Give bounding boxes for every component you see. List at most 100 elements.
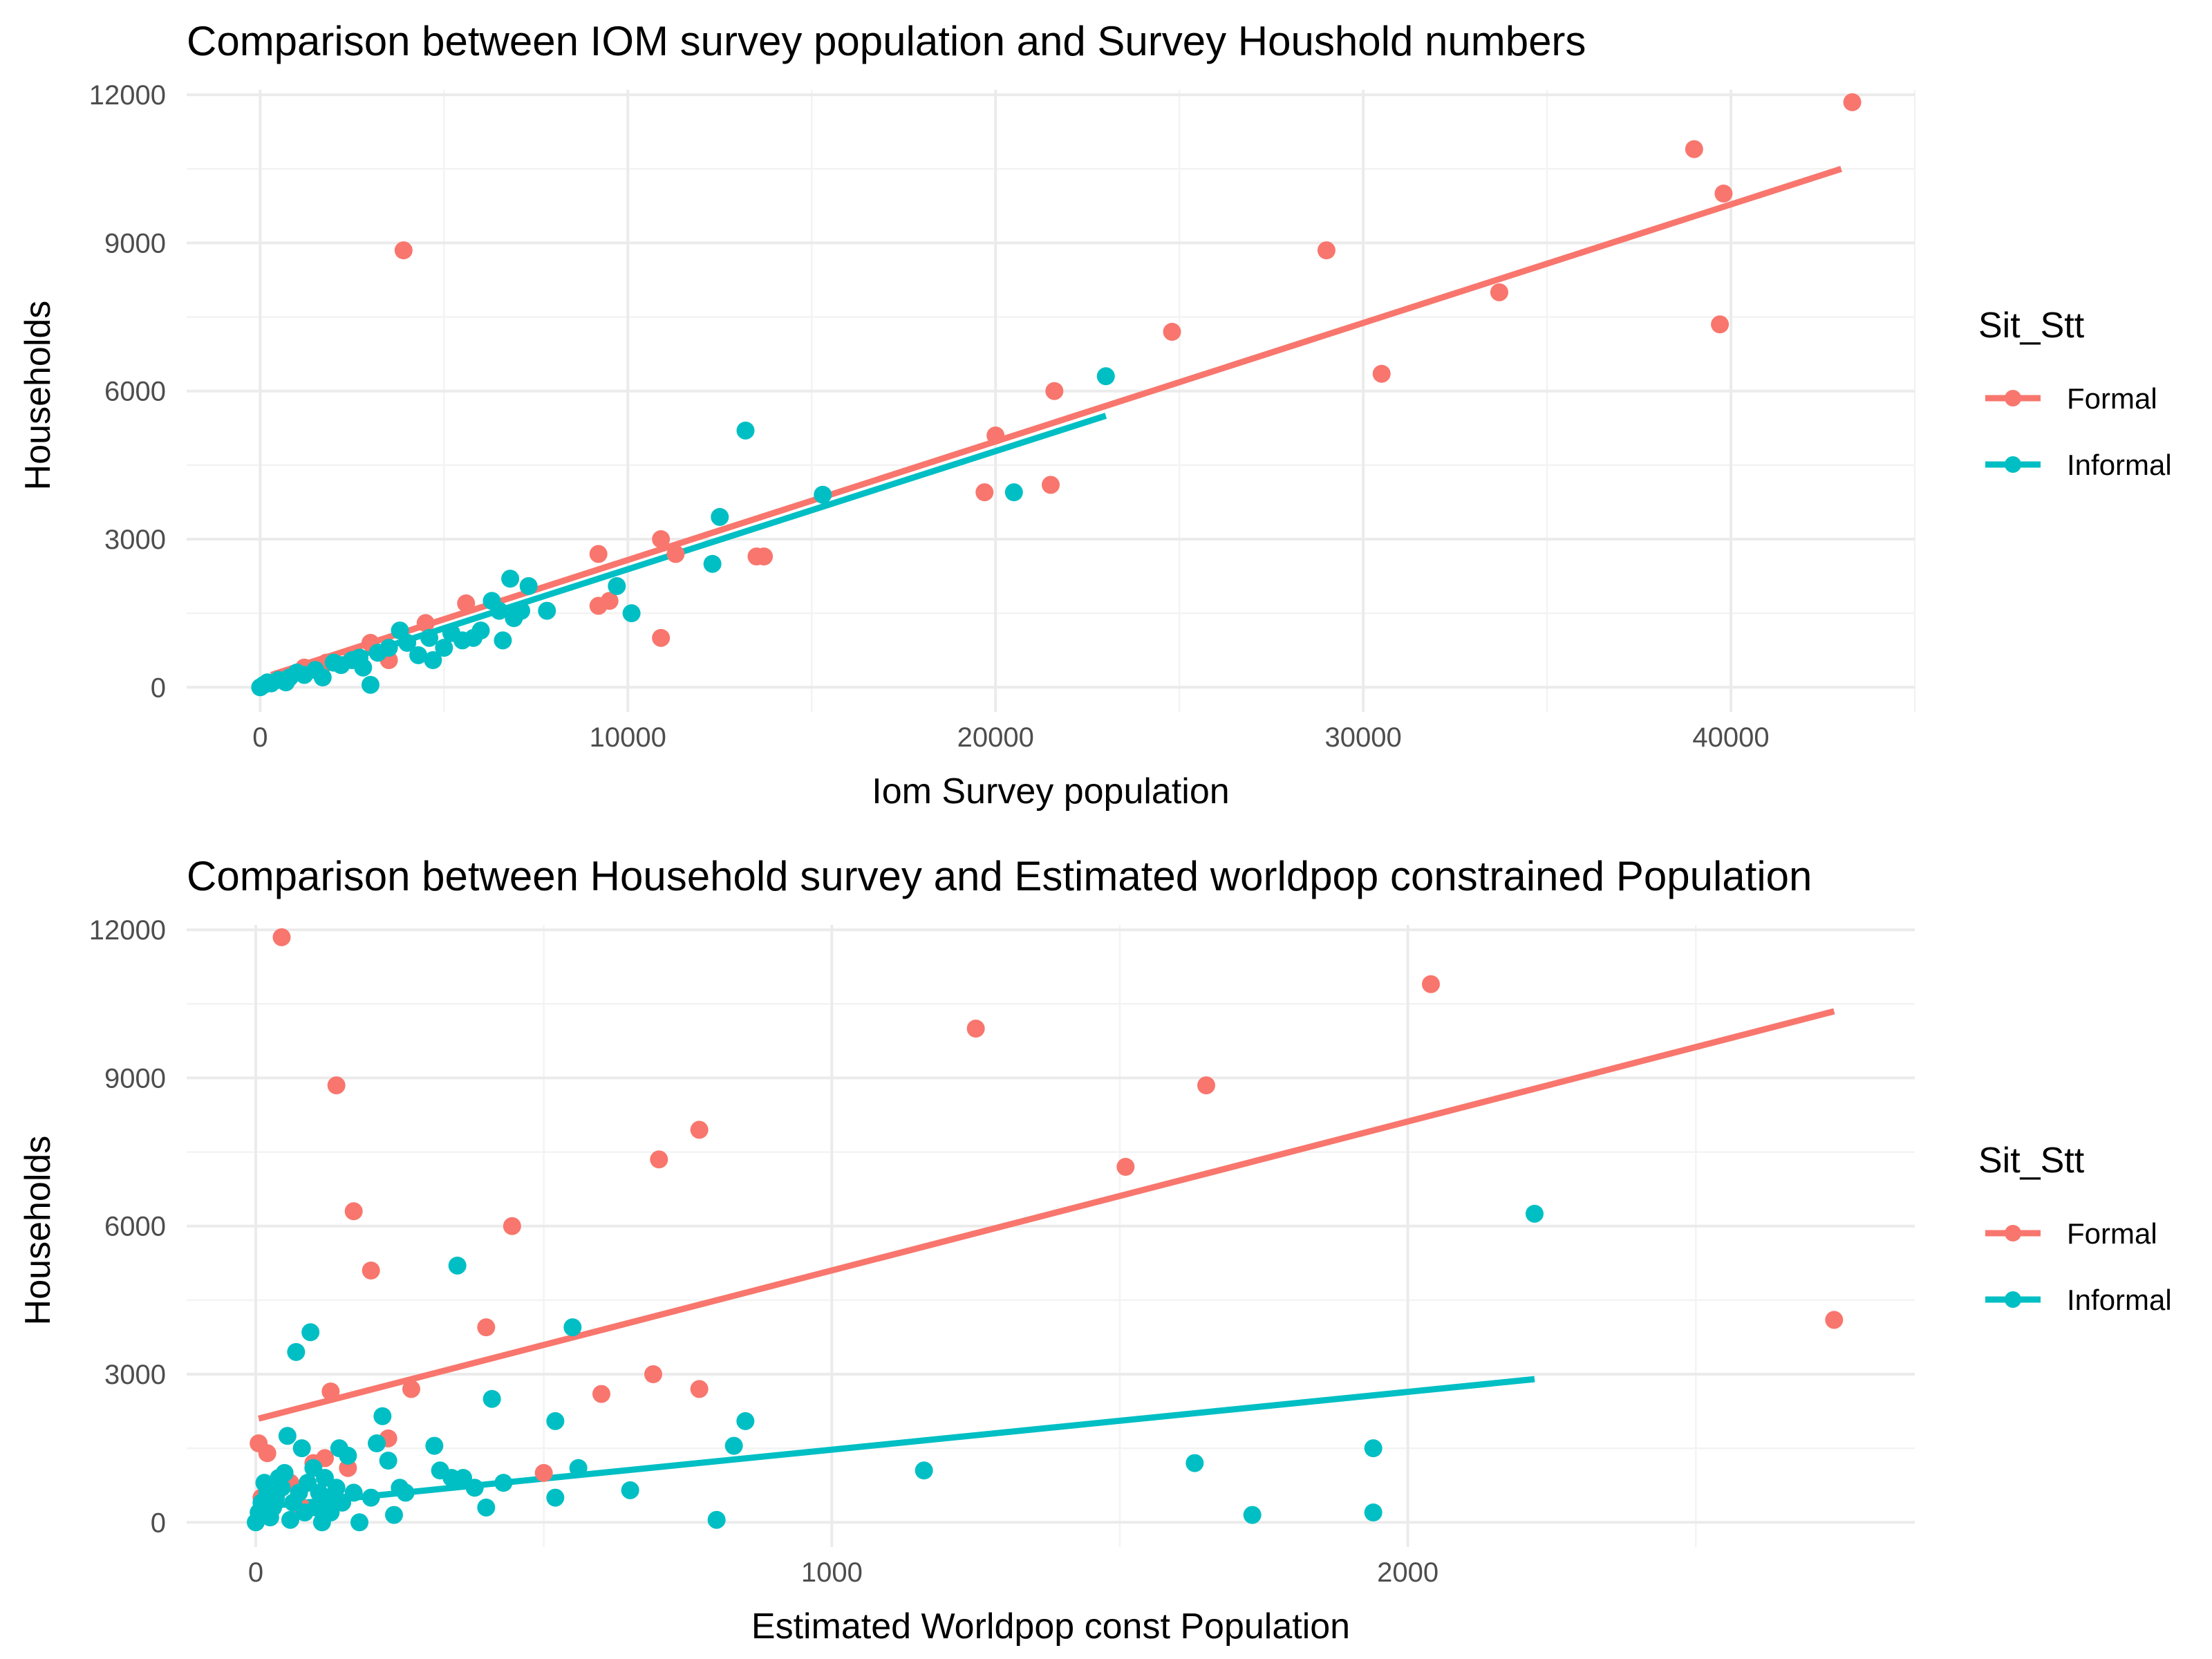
data-point-informal xyxy=(546,1412,565,1430)
trend-line-informal xyxy=(255,1376,1535,1511)
data-point-formal xyxy=(666,545,685,563)
x-tick-label: 2000 xyxy=(1377,1557,1438,1588)
legend-item-formal: Formal xyxy=(1985,1217,2157,1250)
y-tick-label: 12000 xyxy=(89,80,166,111)
data-point-formal xyxy=(755,547,774,565)
data-point-formal xyxy=(402,1380,420,1398)
data-point-informal xyxy=(344,1483,363,1502)
data-point-informal xyxy=(385,1506,403,1524)
data-point-informal xyxy=(339,1446,357,1465)
data-point-informal xyxy=(379,1452,397,1470)
data-point-informal xyxy=(465,1479,484,1497)
data-point-informal xyxy=(471,621,490,640)
data-point-formal xyxy=(327,1076,346,1095)
data-point-informal xyxy=(546,1488,565,1507)
legend-key-point-formal xyxy=(2005,390,2021,406)
y-tick-label: 3000 xyxy=(104,525,166,555)
y-tick-label: 9000 xyxy=(104,1063,166,1094)
data-point-formal xyxy=(503,1217,521,1235)
data-point-informal xyxy=(1004,483,1023,502)
legend-label-formal: Formal xyxy=(2067,382,2157,415)
trend-lines xyxy=(255,1008,1835,1511)
data-point-informal xyxy=(569,1459,588,1477)
y-tick-label: 12000 xyxy=(89,915,166,946)
data-point-formal xyxy=(592,1385,610,1403)
legend-title: Sit_Stt xyxy=(1978,1141,2085,1181)
chart-title: Comparison between IOM survey population… xyxy=(187,18,1586,64)
data-point-informal xyxy=(272,1479,291,1497)
data-point-informal xyxy=(292,1439,311,1458)
data-point-formal xyxy=(1422,975,1440,993)
data-point-informal xyxy=(538,601,556,620)
data-point-informal xyxy=(1364,1439,1382,1458)
data-point-informal xyxy=(287,1342,306,1361)
data-point-formal xyxy=(477,1318,496,1337)
data-point-informal xyxy=(490,601,509,620)
x-tick-label: 30000 xyxy=(1325,722,1402,753)
data-point-formal xyxy=(1711,315,1730,334)
data-point-informal xyxy=(1243,1506,1262,1524)
data-point-formal xyxy=(690,1121,709,1139)
data-point-informal xyxy=(482,1389,501,1408)
data-point-informal xyxy=(301,1323,320,1342)
data-point-informal xyxy=(915,1461,933,1480)
y-tick-label: 3000 xyxy=(104,1360,166,1390)
data-point-informal xyxy=(707,1510,726,1529)
data-point-informal xyxy=(362,1488,380,1507)
data-point-formal xyxy=(1317,241,1335,260)
data-point-informal xyxy=(501,570,520,588)
data-point-informal xyxy=(477,1498,496,1517)
data-point-formal xyxy=(1116,1158,1135,1176)
x-axis-title: Iom Survey population xyxy=(872,771,1229,812)
data-point-informal xyxy=(281,1510,299,1529)
legend-title: Sit_Stt xyxy=(1978,306,2085,346)
data-point-informal xyxy=(373,1407,392,1425)
data-point-informal xyxy=(278,1427,297,1445)
data-point-informal xyxy=(736,421,755,440)
legend: Sit_Stt Formal Informal xyxy=(1978,306,2172,481)
y-tick-label: 9000 xyxy=(104,228,166,259)
data-point-formal xyxy=(652,530,671,548)
data-point-informal xyxy=(622,604,641,623)
trend-line-formal xyxy=(270,166,1842,678)
data-points xyxy=(247,928,1844,1532)
data-point-informal xyxy=(424,651,442,669)
data-point-informal xyxy=(379,639,398,657)
data-point-informal xyxy=(368,1434,386,1452)
legend: Sit_Stt Formal Informal xyxy=(1978,1141,2172,1316)
x-tick-label: 20000 xyxy=(957,722,1034,753)
data-point-informal xyxy=(1096,367,1115,386)
x-tick-labels: 0 10000 20000 30000 40000 xyxy=(252,722,1769,753)
data-point-formal xyxy=(1163,323,1181,341)
data-point-formal xyxy=(644,1365,662,1383)
y-tick-label: 0 xyxy=(151,673,166,703)
data-point-informal xyxy=(494,1474,513,1492)
legend-key-point-informal xyxy=(2005,456,2021,473)
data-point-informal xyxy=(494,631,512,650)
data-point-formal xyxy=(650,1150,668,1169)
data-point-formal xyxy=(1714,185,1733,203)
data-point-formal xyxy=(394,241,413,260)
data-point-formal xyxy=(272,928,291,946)
data-point-informal xyxy=(398,634,417,652)
x-tick-label: 1000 xyxy=(801,1557,863,1588)
trend-line-formal xyxy=(258,1008,1835,1422)
data-point-formal xyxy=(362,1262,380,1280)
data-point-informal xyxy=(327,1479,346,1497)
y-tick-labels: 0 3000 6000 9000 12000 xyxy=(89,80,166,703)
data-point-informal xyxy=(1364,1503,1382,1521)
data-point-formal xyxy=(1197,1076,1215,1095)
data-point-informal xyxy=(435,639,453,657)
data-point-formal xyxy=(652,628,671,647)
x-tick-label: 0 xyxy=(252,722,268,753)
data-point-formal xyxy=(344,1202,363,1221)
y-tick-label: 6000 xyxy=(104,1212,166,1242)
legend-key-point-informal xyxy=(2005,1291,2021,1308)
legend-item-informal: Informal xyxy=(1985,449,2172,481)
data-point-informal xyxy=(563,1318,582,1337)
data-point-informal xyxy=(448,1256,467,1275)
x-tick-labels: 0 1000 2000 xyxy=(248,1557,1438,1588)
data-point-formal xyxy=(321,1382,340,1400)
chart-panel-iom-vs-households: Comparison between IOM survey population… xyxy=(18,18,2172,812)
